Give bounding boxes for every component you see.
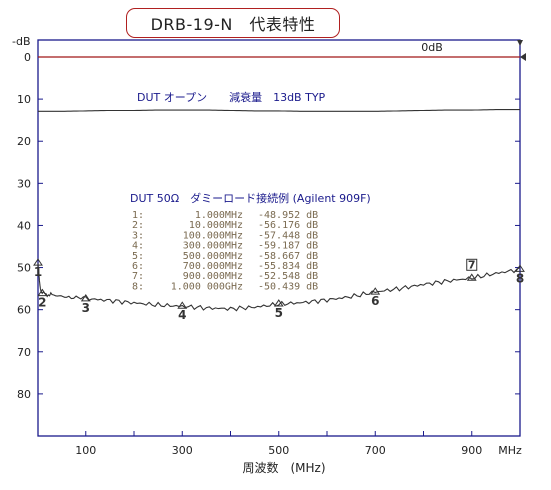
marker-table-freq: 500.000MHz — [183, 251, 243, 262]
marker-table-value: -57.448 dB — [258, 230, 318, 241]
y-tick-label: 60 — [17, 304, 31, 317]
reference-label: 0dB — [421, 41, 443, 54]
marker-triangle-icon — [273, 299, 284, 307]
marker-triangle-icon — [515, 264, 525, 272]
marker-table-freq: 100.000MHz — [183, 230, 243, 241]
series-line-1 — [38, 109, 520, 112]
marker-table-id: 1: — [132, 210, 144, 221]
marker-table-row: 1: 1.000MHz -48.952 dB — [132, 210, 318, 221]
marker-table-id: 5: — [132, 251, 144, 262]
y-tick-label: 30 — [17, 177, 31, 190]
marker-table-freq: 1.000 000GHz — [171, 281, 243, 292]
marker-table-row: 6: 700.000MHz -55.834 dB — [132, 261, 318, 272]
x-tick-label: 100 — [75, 444, 96, 457]
marker-table-id: 3: — [132, 230, 144, 241]
marker-table-value: -52.548 dB — [258, 271, 318, 282]
x-tick-label: 300 — [172, 444, 193, 457]
chart-title: DRB-19-N 代表特性 — [150, 15, 316, 34]
marker-label: 7 — [468, 258, 476, 271]
marker-table-value: -56.176 dB — [258, 220, 318, 231]
marker-table-freq: 1.000MHz — [195, 210, 243, 221]
annotation-dummy-load: DUT 50Ω ダミーロード接続例 (Agilent 909F) — [130, 191, 371, 205]
x-tick-label: 500 — [268, 444, 289, 457]
marker-label: 5 — [275, 306, 283, 320]
y-unit-label: -dB — [12, 35, 31, 48]
marker-table-id: 8: — [132, 281, 144, 292]
marker-table-row: 8: 1.000 000GHz -50.439 dB — [132, 281, 318, 292]
marker-label: 2 — [38, 296, 46, 310]
marker-active-box — [466, 258, 478, 271]
marker-table-value: -59.187 dB — [258, 241, 318, 252]
y-tick-label: 10 — [17, 93, 31, 106]
y-tick-label: 0 — [24, 51, 31, 64]
marker-table-value: -58.667 dB — [258, 251, 318, 262]
series-line-2 — [37, 263, 521, 312]
marker-triangle-icon — [80, 294, 91, 302]
marker-label: 1 — [34, 265, 42, 279]
marker-label: 3 — [82, 301, 90, 315]
chart-title-box: DRB-19-N 代表特性 — [126, 8, 340, 38]
marker-table-id: 4: — [132, 241, 144, 252]
reference-arrow-icon — [520, 53, 526, 61]
annotation-open: DUT オープン 減衰量 13dB TYP — [137, 90, 326, 104]
marker-table-value: -50.439 dB — [258, 281, 318, 292]
marker-triangle-icon — [37, 288, 48, 297]
marker-table-freq: 700.000MHz — [183, 261, 243, 272]
y-tick-label: 20 — [17, 135, 31, 148]
marker-triangle-icon — [177, 301, 188, 309]
marker-table-row: 4: 300.000MHz -59.187 dB — [132, 241, 318, 252]
x-tick-label: 700 — [365, 444, 386, 457]
marker-label: 4 — [178, 308, 186, 322]
x-unit-label: MHz — [498, 444, 522, 457]
marker-table-freq: 900.000MHz — [183, 271, 243, 282]
marker-table-value: -55.834 dB — [258, 261, 318, 272]
y-tick-label: 80 — [17, 388, 31, 401]
marker-table-id: 6: — [132, 261, 144, 272]
marker-table-freq: 300.000MHz — [183, 241, 243, 252]
x-tick-label: 900 — [461, 444, 482, 457]
marker-table-id: 7: — [132, 271, 144, 282]
marker-triangle-icon — [370, 287, 381, 295]
y-tick-label: 50 — [17, 262, 31, 275]
marker-table-value: -48.952 dB — [258, 210, 318, 221]
marker-table-row: 2: 10.000MHz -56.176 dB — [132, 220, 318, 231]
marker-label: 8 — [516, 271, 524, 285]
reference-top-marker-icon — [517, 40, 523, 46]
y-tick-label: 40 — [17, 219, 31, 232]
marker-table-row: 5: 500.000MHz -58.667 dB — [132, 251, 318, 262]
marker-label: 6 — [371, 294, 379, 308]
marker-table-row: 7: 900.000MHz -52.548 dB — [132, 271, 318, 282]
y-tick-label: 70 — [17, 346, 31, 359]
x-axis-label: 周波数 (MHz) — [242, 460, 325, 475]
marker-table-row: 3: 100.000MHz -57.448 dB — [132, 230, 318, 241]
marker-triangle-icon — [466, 273, 477, 281]
marker-table-freq: 10.000MHz — [189, 220, 243, 231]
marker-triangle-icon — [33, 258, 43, 266]
marker-table-id: 2: — [132, 220, 144, 231]
